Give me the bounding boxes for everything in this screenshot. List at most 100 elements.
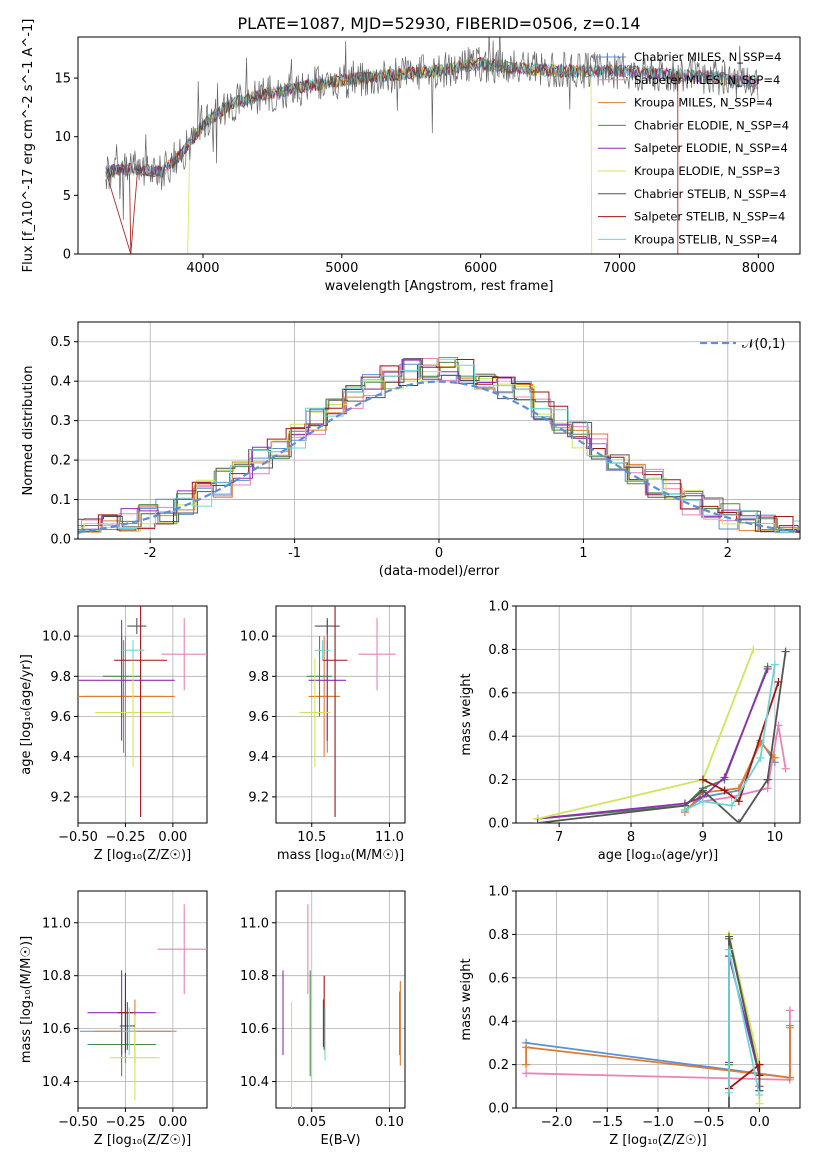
weight-vs-Z-axes: −2.0 −1.5 −1.0 −0.5 0.0 0.0 0.2 0.4 0.6 0.8 1.0 Z [… <box>459 885 801 1148</box>
x-axis-label: Z [log₁₀(Z/Z☉)] <box>94 1133 191 1148</box>
y-tick-label: 10 <box>54 130 71 145</box>
series-marker <box>698 786 707 795</box>
legend-entry: Chabrier MILES, N_SSP=4 <box>634 50 781 64</box>
y-tick-label: 10.6 <box>42 1022 71 1037</box>
y-tick-label: 11.0 <box>240 916 269 931</box>
series-marker <box>533 819 542 823</box>
mass-vs-Z-points <box>79 904 207 1101</box>
series-line <box>187 58 593 254</box>
histogram-series <box>78 358 800 534</box>
y-tick-label: 9.2 <box>248 790 269 805</box>
x-tick-label: 8000 <box>742 261 775 276</box>
chart-title: PLATE=1087, MJD=52930, FIBERID=0506, z=0… <box>237 14 640 33</box>
y-tick-label: 0.0 <box>50 533 71 548</box>
y-tick-label: 0.4 <box>488 730 509 745</box>
mass-vs-EBV-points <box>282 904 401 1108</box>
y-tick-label: 10.0 <box>240 630 269 645</box>
series-marker <box>770 753 779 762</box>
x-tick-label: 0.00 <box>158 830 187 845</box>
y-tick-label: 0.3 <box>50 414 71 429</box>
y-tick-label: 15 <box>54 72 71 87</box>
histogram-series <box>78 358 800 533</box>
series-marker <box>720 786 729 795</box>
age-vs-mass-axes: 10.5 11.0 9.2 9.4 9.6 9.8 10.0 mass [log₁₀(M/M☉… <box>240 605 406 863</box>
y-tick-label: 0.2 <box>488 773 509 788</box>
legend-entry: Salpeter STELIB, N_SSP=4 <box>634 210 785 224</box>
x-axis-label: (data-model)/error <box>379 564 500 579</box>
series-marker <box>725 932 733 941</box>
y-tick-label: 0.4 <box>50 375 71 390</box>
y-tick-label: 0.2 <box>50 454 71 469</box>
y-tick-label: 9.2 <box>50 790 71 805</box>
weight-vs-age-axes: 7 8 9 10 0.0 0.2 0.4 0.6 0.8 1.0 age [log₁₀(age/yr… <box>459 600 801 863</box>
legend: Chabrier MILES, N_SSP=4 Salpeter MILES, N… <box>598 50 789 246</box>
y-tick-label: 9.6 <box>248 710 269 725</box>
y-tick-label: 9.8 <box>248 670 269 685</box>
weight-vs-age-series <box>533 645 790 823</box>
x-axis-label: mass [log₁₀(M/M☉)] <box>277 848 404 863</box>
series-marker <box>749 645 758 654</box>
y-tick-label: 0.8 <box>488 643 509 658</box>
legend-entry: 𝒩(0,1) <box>742 337 785 352</box>
y-tick-label: 10.8 <box>240 969 269 984</box>
y-tick-label: 0 <box>63 248 71 263</box>
histograms <box>78 357 800 534</box>
series-marker <box>720 773 729 782</box>
series-marker <box>522 1043 531 1052</box>
x-tick-label: 4000 <box>186 261 219 276</box>
y-tick-label: 1.0 <box>488 885 509 900</box>
y-tick-label: 10.4 <box>240 1075 269 1090</box>
histogram-series <box>78 357 800 533</box>
legend-entry: Chabrier STELIB, N_SSP=4 <box>634 187 786 201</box>
x-tick-label: −0.5 <box>693 1115 725 1130</box>
x-tick-label: 6000 <box>464 261 497 276</box>
x-tick-label: −2.0 <box>541 1115 573 1130</box>
x-tick-label: 0.0 <box>749 1115 770 1130</box>
y-tick-label: 0.0 <box>488 1102 509 1117</box>
y-tick-label: 1.0 <box>488 600 509 615</box>
x-tick-label: 2 <box>724 546 732 561</box>
y-tick-label: 0.5 <box>50 335 71 350</box>
x-tick-label: 0.00 <box>158 1115 187 1130</box>
series-marker <box>725 945 733 954</box>
y-tick-label: 0.2 <box>488 1058 509 1073</box>
series-marker <box>680 805 689 814</box>
x-axis-label: Z [log₁₀(Z/Z☉)] <box>94 848 191 863</box>
y-tick-label: 9.6 <box>50 710 71 725</box>
grid <box>78 322 800 540</box>
y-tick-label: 10.0 <box>42 630 71 645</box>
series-marker <box>727 801 736 810</box>
legend-entry: Salpeter ELODIE, N_SSP=4 <box>634 141 788 155</box>
series-line <box>105 37 759 220</box>
x-tick-label: −0.25 <box>106 830 146 845</box>
series-marker <box>785 1006 794 1015</box>
age-vs-mass-frame <box>275 605 406 824</box>
x-tick-label: 7000 <box>603 261 636 276</box>
x-tick-label: 5000 <box>325 261 358 276</box>
histogram-series <box>78 358 800 534</box>
y-tick-label: 0.1 <box>50 493 71 508</box>
legend-entry: Kroupa MILES, N_SSP=4 <box>634 96 773 110</box>
y-axis-label: Normed distribution <box>21 366 36 496</box>
y-tick-label: 10.8 <box>42 969 71 984</box>
series-marker <box>781 764 790 773</box>
x-tick-label: −0.50 <box>58 830 98 845</box>
mass-vs-Z-axes: −0.50 −0.25 0.00 10.4 10.6 10.8 11.0 Z [log₁₀(Z… <box>19 890 208 1148</box>
y-tick-label: 10.4 <box>42 1075 71 1090</box>
series-marker <box>725 1088 733 1097</box>
x-tick-label: 0.10 <box>375 1115 404 1130</box>
series-marker <box>756 753 765 762</box>
series-marker <box>755 1099 764 1108</box>
series-marker <box>522 1060 531 1069</box>
series-marker <box>755 1071 764 1080</box>
legend-entry: Chabrier ELODIE, N_SSP=4 <box>634 118 789 132</box>
x-tick-label: -1 <box>288 546 301 561</box>
legend: 𝒩(0,1) <box>700 337 785 352</box>
y-tick-label: 9.8 <box>50 670 71 685</box>
legend-entry: Kroupa STELIB, N_SSP=4 <box>634 232 778 246</box>
age-vs-mass-points <box>299 606 396 817</box>
y-axis-label: mass weight <box>459 673 474 755</box>
normal-reference-curve <box>78 380 800 534</box>
age-vs-Z-frame <box>77 605 208 824</box>
x-tick-label: 1 <box>579 546 587 561</box>
